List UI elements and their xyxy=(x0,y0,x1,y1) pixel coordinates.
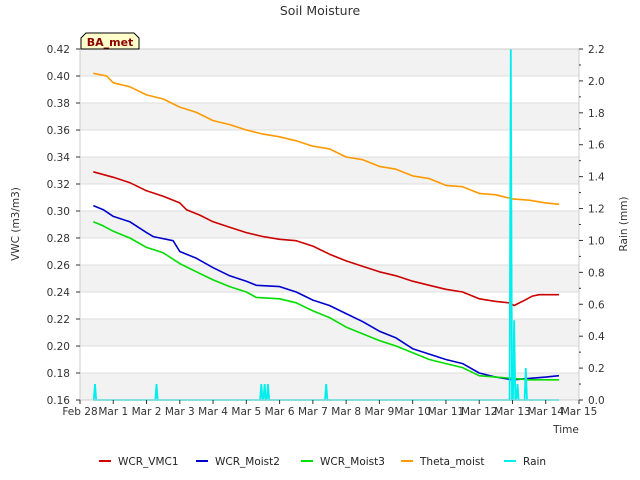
plot-background-bands xyxy=(80,48,579,401)
y2-tick-label: 2.0 xyxy=(588,76,605,88)
y-axis-left: 0.16 0.18 0.20 0.22 0.24 0.26 0.28 0.30 0.32 0.34… xyxy=(47,44,80,407)
y-tick-label: 0.30 xyxy=(47,206,70,218)
x-tick-label: Mar 7 xyxy=(298,406,328,418)
y2-tick-label: 0.0 xyxy=(588,395,605,407)
series-line-wcr-moist3 xyxy=(92,221,559,381)
series-line-wcr-vmc1 xyxy=(93,171,559,307)
x-tick-label: Mar 5 xyxy=(231,406,261,418)
y-tick-label: 0.38 xyxy=(47,98,70,110)
x-tick-label: Mar 3 xyxy=(165,406,195,418)
rain-spike xyxy=(523,368,528,401)
y-axis-right: 0.0 0.2 0.4 0.6 0.8 1.0 1.2 1.4 1.6 1.8 2.0 2.2 xyxy=(579,44,605,407)
rain-spike xyxy=(262,383,267,401)
station-label: BA_met xyxy=(87,36,134,49)
x-tick-label: Mar 15 xyxy=(561,406,598,418)
x-tick-label: Mar 8 xyxy=(331,406,361,418)
series-line-wcr-moist2 xyxy=(92,204,560,381)
grid-band xyxy=(80,319,579,346)
y-tick-label: 0.26 xyxy=(47,260,71,272)
x-tick-label: Mar 4 xyxy=(198,406,228,418)
y-tick-label: 0.16 xyxy=(47,395,71,407)
y-tick-label: 0.20 xyxy=(47,341,70,353)
x-tick-label: Mar 14 xyxy=(527,406,564,418)
y2-tick-label: 0.8 xyxy=(588,267,605,279)
y2-tick-label: 2.2 xyxy=(588,44,605,56)
x-tick-label: Feb 28 xyxy=(62,406,97,418)
legend-item-wcr-vmc1: WCR_VMC1 xyxy=(99,456,179,468)
y-tick-label: 0.18 xyxy=(47,368,70,380)
legend-item-theta-moist: Theta_moist xyxy=(401,456,485,468)
legend-label: WCR_VMC1 xyxy=(118,456,179,468)
x-axis-title: Time xyxy=(552,424,579,436)
y-tick-label: 0.32 xyxy=(47,179,70,191)
legend-item-rain: Rain xyxy=(504,456,546,468)
grid-band xyxy=(80,103,579,130)
x-tick-label: Mar 1 xyxy=(98,406,128,418)
y-tick-label: 0.36 xyxy=(47,125,71,137)
y2-tick-label: 1.2 xyxy=(588,204,605,216)
rain-spike xyxy=(512,320,517,401)
x-axis: Feb 28 Mar 1 Mar 2 Mar 3 Mar 4 Mar 5 Mar 6 Mar … xyxy=(62,400,597,418)
grid-band xyxy=(80,346,579,373)
station-label-box: BA_met xyxy=(80,32,140,50)
x-tick-label: Mar 11 xyxy=(428,406,465,418)
grid-band xyxy=(80,184,579,211)
y-tick-label: 0.42 xyxy=(47,44,70,56)
grid-band xyxy=(80,238,579,265)
rain-spike xyxy=(324,383,329,401)
y-tick-label: 0.22 xyxy=(47,314,70,326)
y-axis-title: VWC (m3/m3) xyxy=(10,187,22,261)
grid-band xyxy=(80,265,579,292)
grid-band xyxy=(80,211,579,238)
rain-spike xyxy=(265,383,271,401)
legend-label: Theta_moist xyxy=(419,456,485,468)
y2-tick-label: 1.6 xyxy=(588,140,605,152)
rain-spike xyxy=(92,383,98,401)
x-tick-label: Mar 6 xyxy=(265,406,295,418)
x-tick-label: Mar 9 xyxy=(364,406,394,418)
y2-axis-title: Rain (mm) xyxy=(618,196,630,251)
legend-label: Rain xyxy=(523,456,546,468)
x-tick-label: Mar 12 xyxy=(461,406,498,418)
legend-item-wcr-moist2: WCR_Moist2 xyxy=(196,456,280,468)
y2-tick-label: 1.0 xyxy=(588,235,605,247)
chart-title: Soil Moisture xyxy=(280,3,361,18)
y2-tick-label: 0.4 xyxy=(588,331,605,343)
rain-spike xyxy=(259,383,264,401)
x-tick-label: Mar 10 xyxy=(394,406,431,418)
legend-label: WCR_Moist3 xyxy=(320,456,385,468)
y-tick-label: 0.24 xyxy=(47,287,71,299)
y2-tick-label: 1.8 xyxy=(588,108,605,120)
grid-band xyxy=(80,76,579,103)
rain-spike xyxy=(154,383,159,401)
series-line-theta-moist xyxy=(93,72,560,206)
grid-band xyxy=(80,49,579,76)
grid-band xyxy=(80,130,579,157)
x-tick-label: Mar 13 xyxy=(494,406,531,418)
legend: WCR_VMC1 WCR_Moist2 WCR_Moist3 Theta_moist R… xyxy=(99,456,546,468)
x-tick-label: Mar 2 xyxy=(132,406,162,418)
y2-tick-label: 1.4 xyxy=(588,172,605,184)
legend-label: WCR_Moist2 xyxy=(215,456,280,468)
rain-spike xyxy=(515,383,520,401)
legend-item-wcr-moist3: WCR_Moist3 xyxy=(301,456,385,468)
y-tick-label: 0.40 xyxy=(47,71,70,83)
y2-tick-label: 0.6 xyxy=(588,299,605,311)
grid-band xyxy=(80,157,579,184)
y-tick-label: 0.34 xyxy=(47,152,71,164)
y-tick-label: 0.28 xyxy=(47,233,70,245)
y2-tick-label: 0.2 xyxy=(588,363,605,375)
